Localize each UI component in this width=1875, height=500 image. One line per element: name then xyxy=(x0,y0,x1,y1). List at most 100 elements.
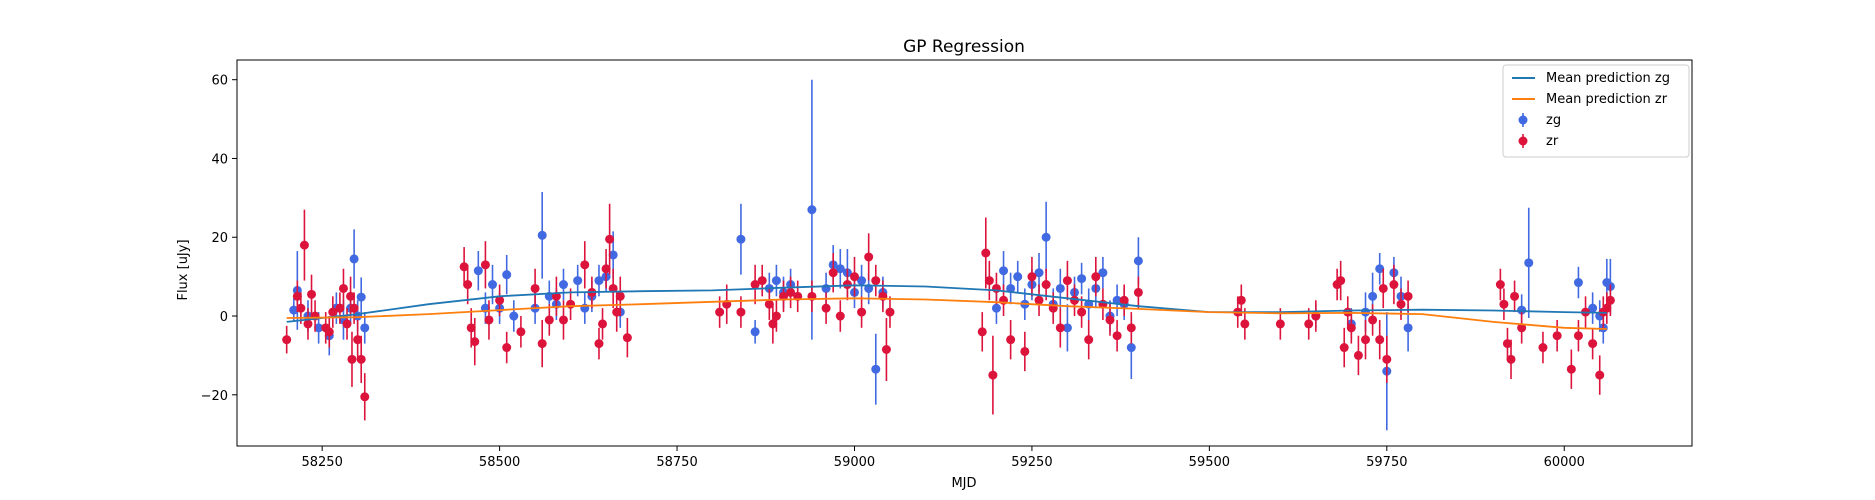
mean-line-zg xyxy=(286,284,1607,323)
point-zg xyxy=(1013,272,1023,282)
y-axis-label: Flux [uJy] xyxy=(176,239,191,300)
point-zr xyxy=(1240,319,1250,329)
point-zr xyxy=(1041,280,1051,290)
x-tick-label: 59000 xyxy=(834,455,875,470)
point-zr xyxy=(1588,339,1598,349)
x-tick-label: 58750 xyxy=(656,455,697,470)
point-zg xyxy=(857,276,867,286)
point-zr xyxy=(786,287,796,297)
point-zr xyxy=(580,260,590,270)
point-zg xyxy=(1524,258,1534,268)
point-zr xyxy=(1595,370,1605,380)
point-zr xyxy=(1105,315,1115,325)
point-zr xyxy=(484,315,494,325)
point-zr xyxy=(615,291,625,301)
point-zg xyxy=(1006,283,1016,293)
mean-line-zr xyxy=(286,297,1607,330)
point-zr xyxy=(480,260,490,270)
point-zr xyxy=(750,280,760,290)
point-zr xyxy=(715,307,725,317)
point-zg xyxy=(736,234,746,244)
point-zr xyxy=(821,303,831,313)
point-zr xyxy=(977,327,987,337)
point-zg xyxy=(1403,323,1413,333)
point-zr xyxy=(1006,335,1016,345)
point-zg xyxy=(1361,307,1371,317)
point-zr xyxy=(346,291,356,301)
point-zr xyxy=(1346,323,1356,333)
point-zr xyxy=(764,299,774,309)
legend-label-zr: zr xyxy=(1546,134,1559,149)
point-zg xyxy=(573,276,583,286)
legend: Mean prediction zg Mean prediction zr zg… xyxy=(1502,64,1690,158)
point-zr xyxy=(1133,287,1143,297)
point-zr xyxy=(495,295,505,305)
point-zr xyxy=(622,333,632,343)
point-zr xyxy=(864,252,874,262)
point-zg xyxy=(537,230,547,240)
point-zr xyxy=(828,268,838,278)
point-zr xyxy=(1275,319,1285,329)
point-zr xyxy=(1353,350,1363,360)
point-zr xyxy=(353,335,363,345)
point-zr xyxy=(771,311,781,321)
point-zr xyxy=(598,319,608,329)
x-tick-label: 59500 xyxy=(1189,455,1230,470)
point-zg xyxy=(1588,303,1598,313)
point-zr xyxy=(1236,295,1246,305)
point-zg xyxy=(473,266,483,276)
point-zr xyxy=(1552,331,1562,341)
point-zg xyxy=(1573,278,1583,288)
point-zg xyxy=(871,364,881,374)
point-zg xyxy=(1517,305,1527,315)
point-zg xyxy=(1126,343,1136,353)
x-tick-label: 59750 xyxy=(1366,455,1407,470)
point-zr xyxy=(1602,303,1612,313)
point-zg xyxy=(991,303,1001,313)
point-zr xyxy=(459,262,469,272)
point-zr xyxy=(1499,299,1509,309)
point-zr xyxy=(1034,295,1044,305)
point-zr xyxy=(347,354,357,364)
y-tick-label: 20 xyxy=(211,231,228,246)
point-zr xyxy=(601,264,611,274)
point-zr xyxy=(881,345,891,354)
series-zg xyxy=(289,79,1615,431)
point-zr xyxy=(1375,335,1385,345)
plot-area: 58250 58500 58750 59000 59250 59500 59750 60000… xyxy=(201,59,1693,470)
point-zr xyxy=(1112,331,1122,341)
point-zr xyxy=(612,307,622,317)
legend-label-zg: zg xyxy=(1546,113,1561,128)
point-zg xyxy=(488,280,498,290)
point-zg xyxy=(356,292,366,302)
point-zr xyxy=(303,319,313,329)
point-zr xyxy=(1077,307,1087,317)
point-zr xyxy=(1382,354,1392,364)
point-zg xyxy=(1133,256,1143,266)
legend-box xyxy=(1502,64,1690,158)
point-zr xyxy=(842,280,852,290)
point-zr xyxy=(988,370,998,380)
point-zr xyxy=(1304,319,1314,329)
point-zr xyxy=(566,299,576,309)
point-zr xyxy=(338,283,348,293)
point-zr xyxy=(1368,315,1378,325)
point-zr xyxy=(530,283,540,293)
legend-label-mean-zg: Mean prediction zg xyxy=(1546,71,1670,86)
point-zr xyxy=(1389,280,1399,290)
point-zr xyxy=(470,337,480,347)
point-zr xyxy=(307,289,317,299)
chart-title: GP Regression xyxy=(903,37,1025,57)
point-zr xyxy=(1566,364,1576,374)
point-zr xyxy=(1573,331,1583,341)
point-zr xyxy=(1339,343,1349,353)
point-zr xyxy=(1027,272,1037,282)
point-zr xyxy=(356,354,366,364)
point-zg xyxy=(1368,291,1378,301)
axes-frame xyxy=(236,59,1693,447)
point-zr xyxy=(342,319,352,329)
point-zr xyxy=(871,276,881,286)
point-zr xyxy=(768,319,778,329)
point-zr xyxy=(296,303,306,313)
